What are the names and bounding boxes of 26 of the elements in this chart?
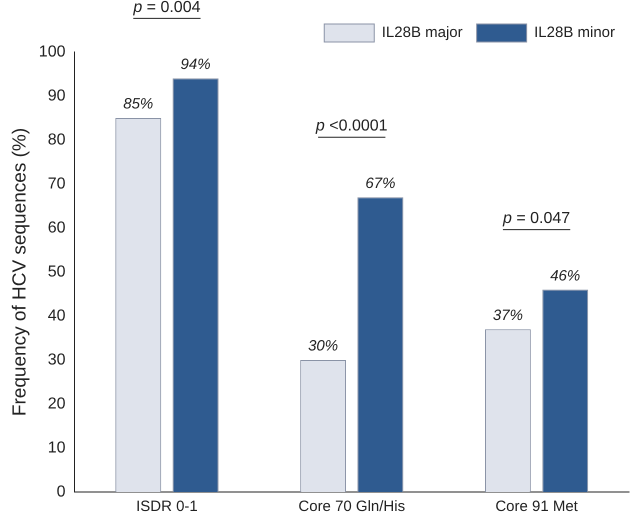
y-tick-label: 10 [48,439,66,456]
y-tick-label: 60 [48,219,66,236]
x-tick-label: Core 91 Met [495,498,579,516]
y-tick-label: 80 [48,131,66,148]
annotation: p <0.0001 [314,118,388,135]
legend-label: IL28B major [382,24,463,42]
y-tick-label: 70 [48,175,66,192]
y-tick-label: 20 [48,395,66,412]
data-label: 67% [365,174,396,192]
y-tick-label: 30 [48,351,66,368]
y-tick-label: 40 [48,307,66,324]
data-label: 30% [308,338,338,355]
y-tick-label: 0 [56,483,66,500]
y-tick-label: 100 [38,43,66,60]
data-label: 94% [180,56,211,74]
x-tick-label: Core 70 Gln/His [298,498,406,516]
annotation: p = 0.047 [502,210,570,228]
data-label: 37% [492,306,523,324]
y-tick-label: 50 [48,263,66,280]
data-label: 85% [123,96,154,113]
text: p = 0.004 [132,0,201,16]
y-axis-title: Frequency of HCV sequences (%) [10,128,31,416]
data-label: 46% [550,267,580,284]
x-tick-label: ISDR 0-1 [136,498,198,516]
legend-label: IL28B minor [534,24,616,42]
y-tick-label: 90 [48,87,66,104]
